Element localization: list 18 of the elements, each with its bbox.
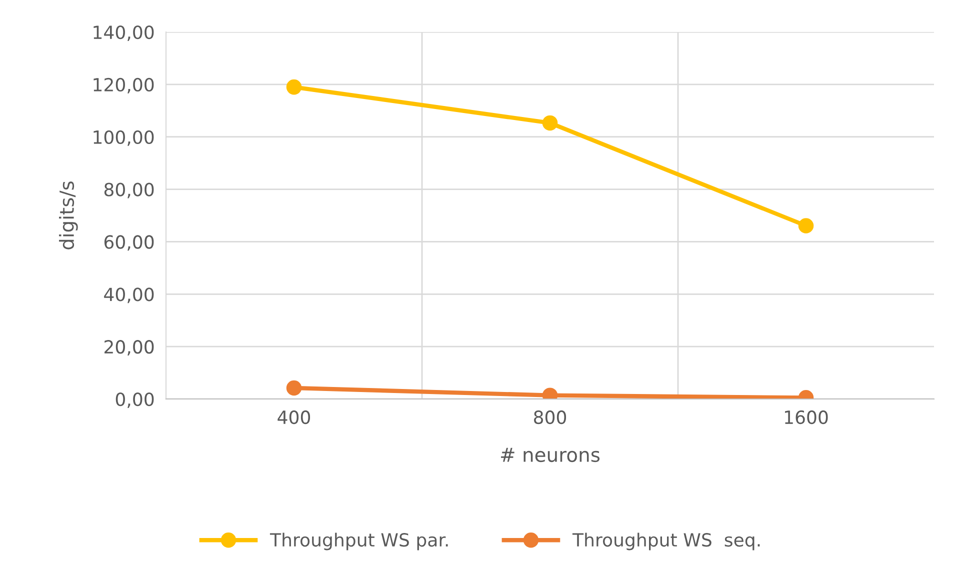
point [542, 115, 558, 131]
y-tick-label: 100,00 [94, 130, 154, 146]
y-axis-title: digits/s [59, 181, 78, 250]
legend-label: Throughput WS seq. [572, 532, 760, 550]
y-tick-label: 0,00 [116, 392, 154, 408]
y-tick-label: 60,00 [104, 235, 154, 251]
y-tick-label: 140,00 [94, 25, 154, 41]
point [286, 79, 302, 95]
x-tick-label: 1600 [785, 410, 828, 424]
legend-label: Throughput WS par. [270, 532, 448, 550]
x-tick-label: 400 [278, 410, 310, 424]
x-tick-label: 800 [534, 410, 566, 424]
point [798, 218, 814, 234]
x-axis-title: # neurons [501, 448, 600, 462]
y-tick-label: 20,00 [104, 340, 154, 356]
y-tick-label: 120,00 [94, 78, 154, 94]
y-tick-label: 40,00 [104, 288, 154, 304]
y-tick-label: 80,00 [104, 182, 154, 198]
